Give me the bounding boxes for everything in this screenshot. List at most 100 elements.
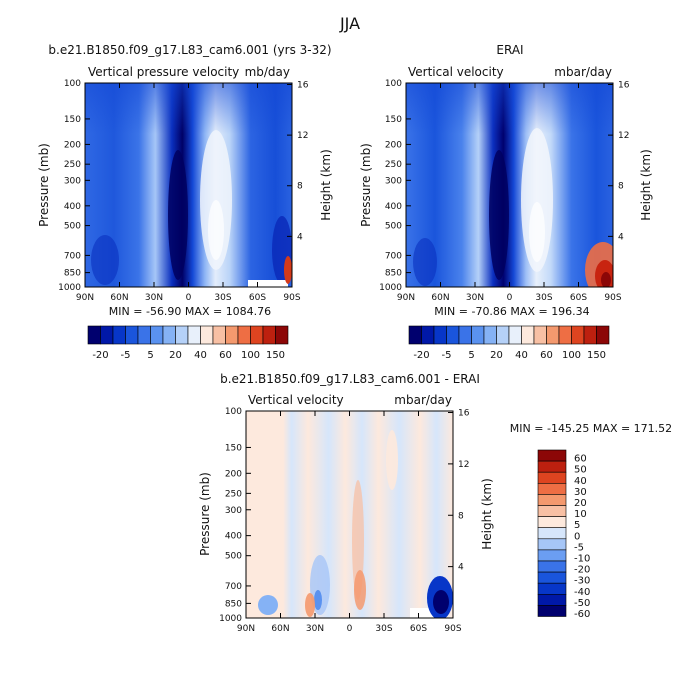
height-tick-label: 4 — [297, 232, 303, 242]
contour-field — [85, 83, 292, 287]
colorbar-box — [558, 325, 572, 345]
y-axis-label: Pressure (mb) — [198, 472, 212, 556]
colorbar-label: 20 — [490, 350, 503, 361]
x-tick-label: 30N — [306, 624, 324, 634]
colorbar-label: 150 — [266, 350, 285, 361]
colorbar: -20 -5 5 20 40 60 100 150 — [87, 325, 289, 361]
colorbar-box — [537, 582, 567, 595]
y-tick-label: 850 — [225, 599, 242, 609]
field-label: Vertical pressure velocity — [88, 65, 239, 79]
colorbar-box — [583, 325, 597, 345]
colorbar-box — [537, 494, 567, 506]
colorbar-label: 60 — [540, 350, 553, 361]
y-tick-label: 400 — [225, 532, 242, 542]
y-tick-label: 1000 — [58, 283, 81, 293]
colorbar-box — [537, 471, 567, 484]
min-max-stats: MIN = -70.86 MAX = 196.34 — [434, 305, 589, 318]
y-tick-label: 700 — [225, 582, 242, 592]
colorbar-label: -20 — [413, 350, 429, 361]
y-tick-label: 200 — [385, 140, 402, 150]
colorbar-label: 100 — [241, 350, 260, 361]
y-axis-label-right: Height (km) — [480, 478, 494, 549]
colorbar-box — [408, 325, 422, 345]
x-tick-label: 0 — [507, 293, 513, 303]
colorbar-label: 150 — [587, 350, 606, 361]
units-label: mbar/day — [554, 65, 612, 79]
height-tick-label: 16 — [618, 80, 630, 90]
panel-erai: ERAI Vertical velocity mbar/day Pressure… — [359, 43, 653, 361]
units-label: mbar/day — [394, 393, 452, 407]
axes-ticks: 90N 60N 30N 0 30S 60S 90S 100 150 200 250 300 400 500… — [58, 79, 309, 303]
x-tick-label: 30S — [535, 293, 552, 303]
colorbar-box — [421, 325, 435, 345]
panel-title: ERAI — [496, 43, 523, 57]
min-max-stats: MIN = -56.90 MAX = 1084.76 — [109, 305, 271, 318]
colorbar-box — [537, 516, 567, 528]
colorbar-label: -20 — [574, 565, 590, 576]
y-tick-label: 300 — [64, 176, 81, 186]
x-tick-label: 0 — [347, 624, 353, 634]
y-tick-label: 400 — [385, 202, 402, 212]
x-tick-label: 90N — [397, 293, 415, 303]
colorbar-box — [537, 449, 567, 462]
colorbar-label: -60 — [574, 609, 590, 620]
field-label: Vertical velocity — [408, 65, 504, 79]
min-max-stats: MIN = -145.25 MAX = 171.52 — [510, 422, 672, 435]
y-tick-label: 150 — [64, 115, 81, 125]
y-tick-label: 1000 — [379, 283, 402, 293]
colorbar-box — [537, 605, 567, 617]
colorbar-box — [508, 325, 522, 345]
y-tick-label: 250 — [64, 160, 81, 170]
colorbar-box — [446, 325, 460, 345]
colorbar-box — [537, 538, 567, 551]
height-tick-label: 12 — [458, 460, 469, 470]
colorbar-box — [546, 325, 560, 345]
y-axis-label-right: Height (km) — [319, 149, 333, 220]
colorbar-label: 5 — [468, 350, 474, 361]
height-tick-label: 8 — [297, 182, 303, 192]
y-tick-label: 100 — [225, 407, 242, 417]
colorbar-box — [100, 325, 114, 345]
colorbar-label: -30 — [574, 576, 590, 587]
colorbar-box — [275, 325, 289, 345]
panel-title: b.e21.B1850.f09_g17.L83_cam6.001 - ERAI — [220, 372, 480, 386]
panel-difference: b.e21.B1850.f09_g17.L83_cam6.001 - ERAI … — [198, 372, 672, 634]
y-tick-label: 300 — [225, 506, 242, 516]
colorbar-box — [596, 325, 610, 345]
colorbar-label: 60 — [574, 454, 587, 465]
colorbar-box — [125, 325, 139, 345]
colorbar-box — [112, 325, 126, 345]
colorbar-box — [262, 325, 276, 345]
height-tick-label: 4 — [618, 232, 624, 242]
height-tick-label: 16 — [297, 80, 309, 90]
colorbar-box — [537, 460, 567, 473]
colorbar-label: -5 — [442, 350, 452, 361]
colorbar-box — [537, 527, 567, 540]
colorbar-label: 20 — [574, 498, 587, 509]
colorbar-box — [571, 325, 585, 345]
colorbar-box — [237, 325, 251, 345]
axes-ticks: 90N 60N 30N 0 30S 60S 90S 100 150 200 250 300 400 500… — [219, 407, 470, 634]
y-tick-label: 700 — [385, 251, 402, 261]
colorbar-box — [250, 325, 264, 345]
x-tick-label: 60N — [271, 624, 289, 634]
y-tick-label: 300 — [385, 176, 402, 186]
x-tick-label: 30N — [466, 293, 484, 303]
x-tick-label: 60S — [249, 293, 266, 303]
y-axis-label: Pressure (mb) — [359, 143, 373, 227]
axes-ticks: 90N 60N 30N 0 30S 60S 90S 100 150 200 250 300 400 500… — [379, 79, 630, 303]
panel-title: b.e21.B1850.f09_g17.L83_cam6.001 (yrs 3-… — [48, 43, 331, 57]
y-tick-label: 400 — [64, 202, 81, 212]
colorbar-label: 40 — [574, 476, 587, 487]
y-tick-label: 100 — [385, 79, 402, 89]
field-label: Vertical velocity — [248, 393, 344, 407]
colorbar-label: 20 — [169, 350, 182, 361]
y-tick-label: 500 — [225, 552, 242, 562]
colorbar-box — [433, 325, 447, 345]
colorbar-box — [458, 325, 472, 345]
x-tick-label: 90S — [283, 293, 300, 303]
colorbar-label: 50 — [574, 465, 587, 476]
y-tick-label: 1000 — [219, 614, 242, 624]
y-tick-label: 100 — [64, 79, 81, 89]
colorbar-box — [521, 325, 535, 345]
